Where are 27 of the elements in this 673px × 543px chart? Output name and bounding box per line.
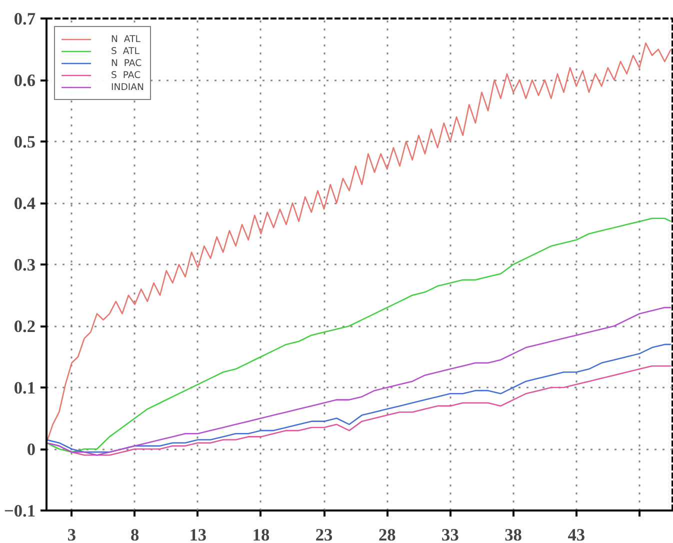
y-tick-label: 0.4: [14, 194, 36, 213]
y-tick-label: 0: [26, 440, 36, 459]
y-tick-label: −0.1: [4, 502, 36, 520]
line-series: [46, 218, 672, 453]
x-tick-label: 33: [442, 526, 460, 543]
x-tick-label: 13: [189, 526, 207, 543]
x-tick-label: 38: [504, 526, 522, 543]
legend-label: INDIAN: [111, 81, 144, 93]
line-series: [46, 42, 672, 444]
x-tick-label: 28: [378, 526, 396, 543]
x-tick-label: 18: [252, 526, 270, 543]
y-tick-label: 0.2: [14, 317, 36, 336]
x-tick-label: 3: [67, 526, 76, 543]
y-tick-label: 0.6: [14, 71, 36, 90]
legend-label: S ATL: [111, 45, 140, 57]
line-series: [46, 344, 672, 453]
y-tick-label: 0.1: [14, 378, 36, 398]
y-tick-label: 0.5: [14, 132, 36, 152]
y-tick-label: 0.3: [14, 256, 36, 274]
y-tick-label: 0.7: [14, 10, 36, 28]
x-tick-label: 43: [568, 526, 586, 543]
line-series: [46, 306, 672, 456]
x-tick-label: 23: [315, 526, 334, 543]
legend-label: S PAC: [111, 69, 141, 81]
legend-label: N ATL: [111, 33, 140, 45]
x-tick-label: 8: [130, 526, 140, 543]
legend-label: N PAC: [111, 57, 142, 69]
